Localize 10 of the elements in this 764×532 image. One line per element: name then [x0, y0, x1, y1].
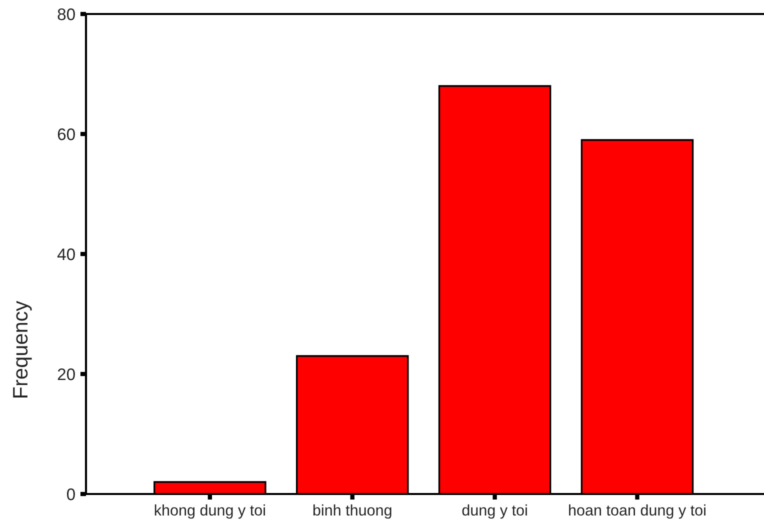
y-axis-title: Frequency [13, 300, 32, 398]
y-tick-label: 0 [66, 488, 75, 500]
y-tick-label: 20 [58, 368, 75, 380]
y-tick-label: 40 [57, 248, 75, 260]
x-tick-label: hoan toan dung y toi [569, 504, 706, 519]
x-tick-label: khong dung y toi [154, 504, 265, 519]
x-tick-label: binh thuong [313, 504, 392, 519]
y-tick-label: 80 [58, 8, 75, 20]
y-tick-label: 60 [58, 128, 75, 140]
x-tick-label: dung y toi [462, 504, 527, 519]
